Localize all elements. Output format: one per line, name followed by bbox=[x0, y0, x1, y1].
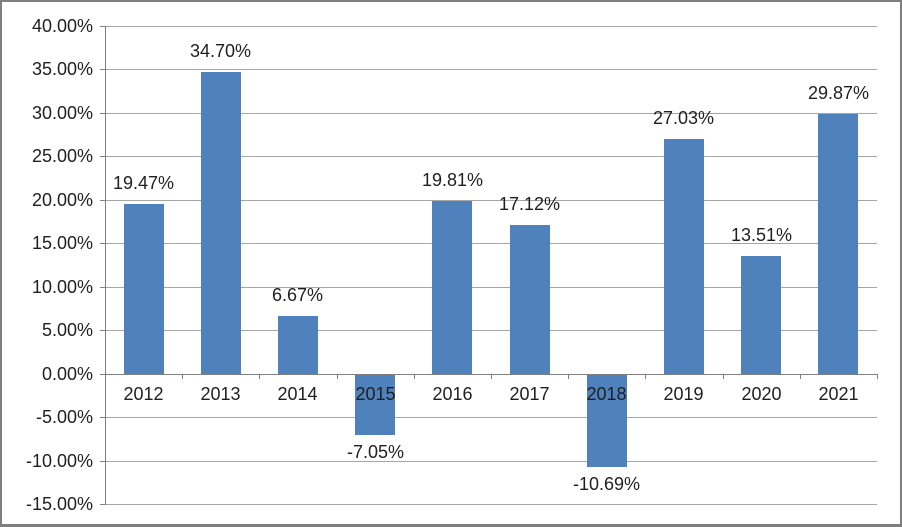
bar-value-label: 19.47% bbox=[112, 173, 175, 193]
bar-value-label: 34.70% bbox=[189, 41, 252, 61]
gridline bbox=[105, 69, 877, 70]
x-axis-tick bbox=[568, 374, 569, 379]
bar-value-label: -10.69% bbox=[572, 474, 641, 494]
x-axis-tick bbox=[877, 374, 878, 379]
y-axis-tick bbox=[100, 287, 105, 288]
x-axis-tick bbox=[491, 374, 492, 379]
y-axis-label: 40.00% bbox=[31, 16, 93, 36]
bar-value-label: 19.81% bbox=[421, 170, 484, 190]
gridline bbox=[105, 156, 877, 157]
y-axis-label: -5.00% bbox=[35, 407, 93, 427]
x-axis-tick bbox=[182, 374, 183, 379]
x-axis-label: 2021 bbox=[818, 384, 859, 404]
y-axis-label: -15.00% bbox=[25, 494, 93, 514]
y-axis-label: 35.00% bbox=[31, 59, 93, 79]
y-axis-label: 25.00% bbox=[31, 146, 93, 166]
gridline bbox=[105, 330, 877, 331]
y-axis-label: 30.00% bbox=[31, 103, 93, 123]
bar-value-label: -7.05% bbox=[346, 442, 405, 462]
y-axis-label: 20.00% bbox=[31, 190, 93, 210]
bar-value-label: 17.12% bbox=[498, 194, 561, 214]
y-axis-tick bbox=[100, 504, 105, 505]
x-axis-label: 2017 bbox=[509, 384, 550, 404]
y-axis-label: 5.00% bbox=[41, 320, 93, 340]
gridline bbox=[105, 504, 877, 505]
bar bbox=[664, 139, 704, 374]
bar bbox=[587, 375, 627, 467]
y-axis-tick bbox=[100, 156, 105, 157]
y-axis-label: 15.00% bbox=[31, 233, 93, 253]
y-axis-label: 10.00% bbox=[31, 277, 93, 297]
y-axis-line bbox=[105, 26, 106, 505]
x-axis-tick bbox=[414, 374, 415, 379]
bar-value-label: 6.67% bbox=[271, 285, 324, 305]
y-axis-tick bbox=[100, 243, 105, 244]
bar bbox=[355, 375, 395, 435]
gridline bbox=[105, 461, 877, 462]
y-axis-tick bbox=[100, 461, 105, 462]
x-axis-label: 2019 bbox=[663, 384, 704, 404]
y-axis-tick bbox=[100, 113, 105, 114]
x-axis-label: 2014 bbox=[277, 384, 318, 404]
x-axis-label: 2016 bbox=[432, 384, 473, 404]
gridline bbox=[105, 200, 877, 201]
y-axis-tick bbox=[100, 330, 105, 331]
x-axis-label: 2015 bbox=[355, 384, 396, 404]
bar bbox=[278, 316, 318, 374]
gridline bbox=[105, 417, 877, 418]
x-axis-label: 2018 bbox=[586, 384, 627, 404]
bar bbox=[741, 256, 781, 374]
bar bbox=[432, 201, 472, 374]
y-axis-tick bbox=[100, 26, 105, 27]
y-axis-tick bbox=[100, 417, 105, 418]
x-axis-tick bbox=[105, 374, 106, 379]
bar-value-label: 27.03% bbox=[652, 108, 715, 128]
y-axis-label: 0.00% bbox=[41, 364, 93, 384]
x-axis-label: 2012 bbox=[123, 384, 164, 404]
x-axis-tick bbox=[259, 374, 260, 379]
gridline bbox=[105, 243, 877, 244]
bar-value-label: 29.87% bbox=[807, 83, 870, 103]
x-axis-label: 2013 bbox=[200, 384, 241, 404]
x-axis-label: 2020 bbox=[741, 384, 782, 404]
y-axis-label: -10.00% bbox=[25, 451, 93, 471]
x-axis-tick bbox=[645, 374, 646, 379]
bar bbox=[818, 114, 858, 374]
bar bbox=[510, 225, 550, 374]
gridline bbox=[105, 26, 877, 27]
y-axis-tick bbox=[100, 374, 105, 375]
bar bbox=[201, 72, 241, 374]
x-axis-tick bbox=[800, 374, 801, 379]
gridline bbox=[105, 287, 877, 288]
bar bbox=[124, 204, 164, 374]
gridline bbox=[105, 113, 877, 114]
x-axis-tick bbox=[723, 374, 724, 379]
y-axis-tick bbox=[100, 200, 105, 201]
y-axis-tick bbox=[100, 69, 105, 70]
bar-value-label: 13.51% bbox=[730, 225, 793, 245]
x-axis-tick bbox=[337, 374, 338, 379]
